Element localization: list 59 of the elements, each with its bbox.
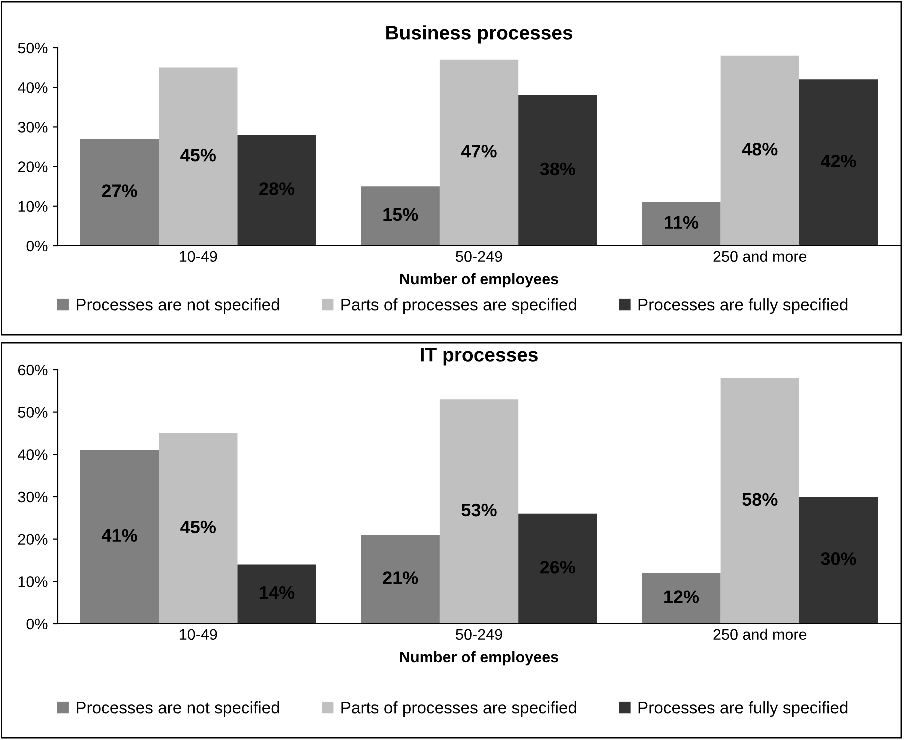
y-tick-label: 10% (18, 576, 48, 588)
bar (440, 400, 519, 624)
chart-title: Business processes (386, 26, 573, 44)
y-tick-label: 40% (18, 82, 48, 94)
y-tick-label: 20% (18, 534, 48, 546)
data-label: 48% (742, 143, 778, 156)
data-label: 45% (180, 149, 216, 162)
bar (80, 450, 160, 624)
bar (361, 535, 440, 624)
legend-label: Parts of processes are specified (342, 702, 576, 718)
bar (361, 186, 440, 246)
bar (159, 434, 238, 624)
bar (238, 135, 316, 246)
x-tick-label: 50-249 (456, 251, 502, 262)
bar (720, 56, 800, 246)
data-label: 53% (462, 504, 497, 517)
legend-label: Processes are fully specified (638, 298, 848, 314)
x-axis-title: Number of employees (400, 273, 558, 288)
y-tick-label: 30% (18, 122, 48, 133)
data-label: 12% (664, 590, 700, 604)
legend-label: Processes are not specified (77, 702, 280, 718)
data-label: 11% (665, 216, 699, 230)
bar (80, 139, 160, 246)
y-tick-label: 0% (26, 240, 48, 252)
y-tick-label: 30% (18, 492, 48, 503)
y-tick-label: 0% (26, 618, 48, 630)
data-label: 47% (461, 145, 497, 158)
x-tick-label: 250 and more (714, 250, 807, 262)
data-label: 21% (383, 572, 418, 584)
bar (642, 202, 721, 246)
y-tick-label: 10% (18, 201, 48, 212)
data-label: 15% (384, 208, 418, 222)
x-axis-title: Number of employees (400, 651, 558, 666)
y-tick-label: 50% (18, 42, 48, 54)
legend-label: Processes are fully specified (638, 702, 848, 718)
chart-title: IT processes (421, 348, 538, 366)
bar (799, 497, 878, 624)
x-tick-label: 10-49 (180, 251, 218, 262)
legend-label: Processes are not specified (77, 298, 280, 314)
x-tick-label: 250 and more (714, 628, 807, 640)
y-tick-label: 40% (18, 450, 48, 460)
bar (159, 68, 238, 246)
data-label: 58% (742, 493, 778, 506)
data-label: 41% (102, 529, 138, 542)
data-label: 45% (180, 520, 216, 534)
legend-label: Parts of processes are specified (342, 298, 576, 314)
bar (642, 573, 721, 624)
y-tick-label: 20% (18, 162, 48, 172)
x-tick-label: 10-49 (180, 629, 218, 640)
bar (238, 564, 316, 624)
bar (720, 378, 800, 624)
bar (799, 80, 878, 246)
bar (440, 60, 519, 246)
x-tick-label: 50-249 (456, 629, 502, 640)
bar (518, 514, 598, 624)
bar (518, 96, 598, 246)
y-tick-label: 50% (18, 407, 48, 418)
y-tick-label: 60% (18, 364, 48, 376)
data-label: 27% (102, 184, 138, 198)
